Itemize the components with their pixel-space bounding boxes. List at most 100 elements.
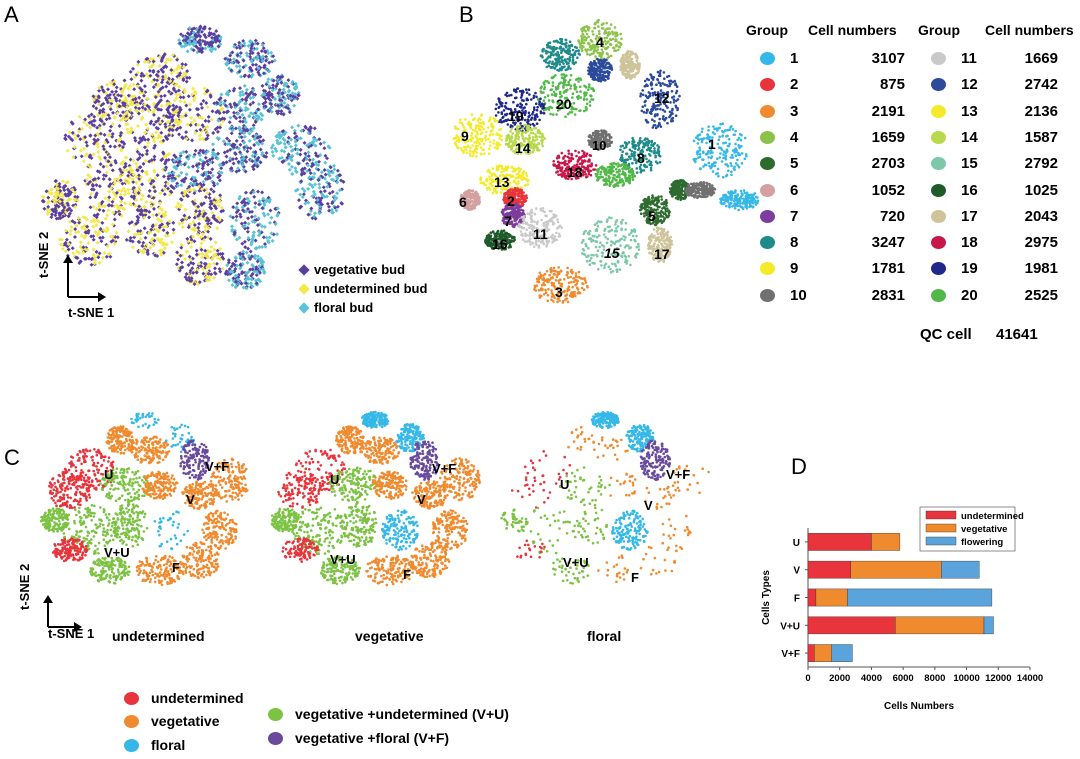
cell-cluster [58, 215, 120, 267]
bar-flowering [941, 560, 980, 579]
cell-cluster [359, 436, 401, 465]
cell-cluster [260, 73, 301, 117]
cluster-label: 15 [604, 245, 620, 261]
cluster-18 [552, 149, 598, 181]
region-label-vf: V+F [432, 461, 457, 476]
cluster-6 [458, 189, 482, 211]
cell-cluster [431, 509, 469, 551]
legend-item-floral-bud: floral bud [298, 300, 373, 315]
tsne1-label-c: t-SNE 1 [48, 626, 95, 641]
group-cell-count: 2742 [1024, 76, 1058, 94]
cell-cluster [672, 464, 710, 495]
cluster-15 [580, 216, 641, 274]
cell-cluster [295, 448, 347, 492]
cell-cluster [118, 93, 182, 145]
bar-undetermined [807, 616, 896, 635]
cell-cluster [661, 514, 692, 550]
group-color-icon [931, 52, 946, 65]
legend-item-vu: vegetative +undetermined (V+U) [268, 706, 509, 722]
cell-cluster [99, 467, 151, 504]
bar-flowering [983, 616, 994, 635]
cell-cluster [611, 509, 649, 551]
table-header-cells-2: Cell numbers [985, 22, 1074, 38]
cluster-12 [639, 69, 681, 130]
legend-item-floral: floral [124, 737, 185, 753]
cell-cluster [558, 466, 611, 504]
tsne-axis-arrows-c [43, 595, 82, 632]
group-cell-count: 2043 [1024, 207, 1058, 225]
group-cell-count: 1587 [1024, 128, 1058, 146]
group-color-icon [931, 104, 946, 118]
x-tick-label: 14000 [1017, 673, 1043, 684]
tsne1-label-a: t-SNE 1 [68, 305, 115, 320]
y-axis-title: Cells Types [761, 570, 772, 625]
cluster-1 [692, 122, 748, 179]
table-header-cells-1: Cell numbers [808, 22, 897, 38]
cluster-9 [452, 113, 504, 158]
cluster-17 [646, 226, 674, 264]
cluster-label: 8 [637, 150, 645, 166]
cluster-label: 16 [492, 236, 508, 252]
cluster-label: 10 [592, 138, 607, 153]
x-tick-label: 4000 [861, 673, 882, 684]
cell-cluster [609, 472, 637, 497]
region-label-f: F [172, 560, 180, 575]
table-header-group-2: Group [918, 22, 960, 38]
group-id: 10 [790, 286, 807, 304]
cluster-19 [494, 87, 546, 133]
cell-cluster [40, 179, 80, 221]
cell-cluster [320, 555, 362, 586]
group-color-icon [760, 262, 775, 276]
group-color-icon [931, 183, 946, 197]
map-title-floral: floral [587, 628, 622, 644]
region-label-vu: V+U [563, 555, 589, 570]
group-color-icon [931, 262, 946, 276]
group-cell-count: 2525 [1024, 286, 1058, 304]
x-axis-title: Cells Numbers [884, 701, 954, 712]
cell-cluster [270, 507, 300, 533]
category-tick-label: V+U [780, 621, 800, 632]
group-id: 14 [961, 128, 978, 146]
cluster-12 [587, 57, 614, 83]
cell-cluster [361, 410, 390, 429]
group-cell-count: 2975 [1024, 234, 1058, 252]
group-id: 5 [790, 155, 799, 173]
qc-cell-label: QC cell [920, 326, 972, 343]
cluster-label: 9 [461, 128, 469, 144]
x-tick-label: 6000 [893, 673, 914, 684]
panel-label-c: C [4, 445, 20, 470]
cell-cluster [51, 537, 89, 563]
group-color-icon [760, 78, 775, 92]
cell-cluster [48, 469, 92, 510]
group-cell-count: 875 [879, 76, 905, 94]
group-color-icon [760, 104, 775, 118]
group-cell-count: 1659 [871, 128, 905, 146]
map-title-vegetative: vegetative [355, 628, 424, 644]
group-color-icon [931, 209, 946, 223]
group-id: 4 [790, 128, 799, 146]
cell-cluster [334, 425, 365, 455]
group-id: 11 [961, 50, 977, 67]
cluster-label: 20 [556, 96, 572, 112]
group-color-icon [760, 183, 775, 197]
cell-cluster [174, 234, 226, 287]
group-color-icon [931, 157, 946, 171]
group-id: 16 [961, 181, 978, 199]
legend-label: undetermined [961, 511, 1024, 522]
group-color-icon [760, 157, 775, 171]
legend-label: flowering [961, 537, 1003, 548]
group-id: 7 [790, 207, 799, 225]
cluster-label: 2 [507, 193, 515, 209]
bar-vegetative [850, 560, 942, 579]
cluster-14 [504, 123, 547, 156]
cell-cluster [597, 554, 643, 584]
bar-flowering [831, 644, 853, 662]
group-color-icon [760, 209, 775, 223]
region-label-u: U [104, 467, 114, 482]
cell-cluster [593, 436, 629, 461]
cell-cluster [340, 503, 378, 548]
group-cell-count: 2792 [1024, 155, 1058, 173]
cell-cluster [129, 435, 171, 465]
